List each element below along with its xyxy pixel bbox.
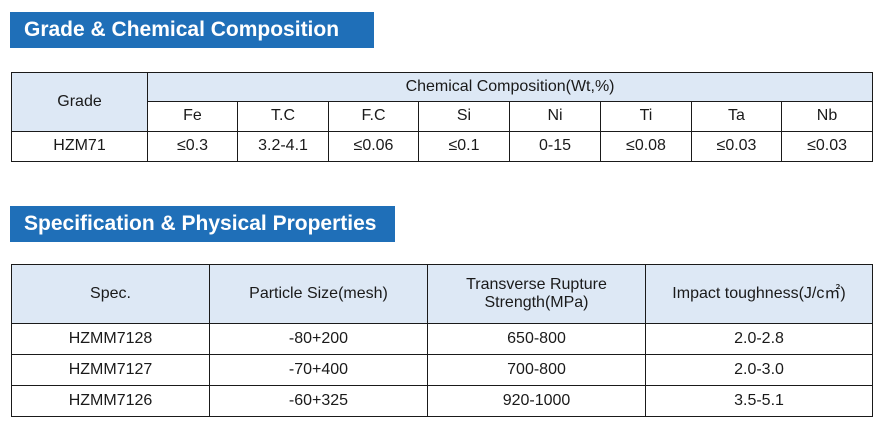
trs-cell: 920-1000 <box>427 385 646 417</box>
table-row: HZMM7127 -70+400 700-800 2.0-3.0 <box>11 354 873 386</box>
trs-cell: 650-800 <box>427 323 646 355</box>
value-cell: 3.2-4.1 <box>237 131 329 162</box>
value-cell: ≤0.3 <box>147 131 238 162</box>
element-header: Ti <box>600 101 692 132</box>
grade-header: Grade <box>11 72 148 132</box>
value-cell: ≤0.06 <box>328 131 419 162</box>
trs-header: Transverse Rupture Strength(MPa) <box>427 264 646 324</box>
element-header: F.C <box>328 101 419 132</box>
properties-table: Spec. Particle Size(mesh) Transverse Rup… <box>11 264 873 417</box>
impact-header: Impact toughness(J/c㎡) <box>645 264 873 324</box>
value-cell: ≤0.03 <box>780 131 874 162</box>
particle-size-cell: -60+325 <box>209 385 428 417</box>
spec-cell: HZMM7126 <box>11 385 210 417</box>
value-cell: ≤0.03 <box>691 131 782 162</box>
element-header: Nb <box>780 101 874 132</box>
impact-cell: 2.0-3.0 <box>645 354 873 386</box>
spec-cell: HZMM7128 <box>11 323 210 355</box>
properties-section-title: Specification & Physical Properties <box>10 206 395 242</box>
spec-header: Spec. <box>11 264 210 324</box>
table-row: HZMM7126 -60+325 920-1000 3.5-5.1 <box>11 385 873 417</box>
composition-section-title: Grade & Chemical Composition <box>10 12 374 48</box>
spec-cell: HZMM7127 <box>11 354 210 386</box>
grade-cell: HZM71 <box>11 131 148 162</box>
table-row: HZMM7128 -80+200 650-800 2.0-2.8 <box>11 323 873 355</box>
impact-cell: 2.0-2.8 <box>645 323 873 355</box>
particle-size-cell: -80+200 <box>209 323 428 355</box>
element-header: Ta <box>691 101 782 132</box>
particle-size-header: Particle Size(mesh) <box>209 264 428 324</box>
composition-header: Chemical Composition(Wt,%) <box>146 72 874 102</box>
trs-header-line2: Strength(MPa) <box>484 294 589 311</box>
element-header: Ni <box>509 101 601 132</box>
trs-cell: 700-800 <box>427 354 646 386</box>
table-row: HZM71 ≤0.3 3.2-4.1 ≤0.06 ≤0.1 0-15 ≤0.08… <box>11 131 874 162</box>
value-cell: ≤0.08 <box>600 131 692 162</box>
value-cell: 0-15 <box>509 131 601 162</box>
particle-size-cell: -70+400 <box>209 354 428 386</box>
composition-table: Grade Chemical Composition(Wt,%) Fe T.C … <box>11 72 874 162</box>
trs-header-line1: Transverse Rupture <box>466 275 607 293</box>
impact-cell: 3.5-5.1 <box>645 385 873 417</box>
element-header: T.C <box>237 101 329 132</box>
element-header: Fe <box>147 101 238 132</box>
element-header: Si <box>418 101 510 132</box>
value-cell: ≤0.1 <box>418 131 510 162</box>
